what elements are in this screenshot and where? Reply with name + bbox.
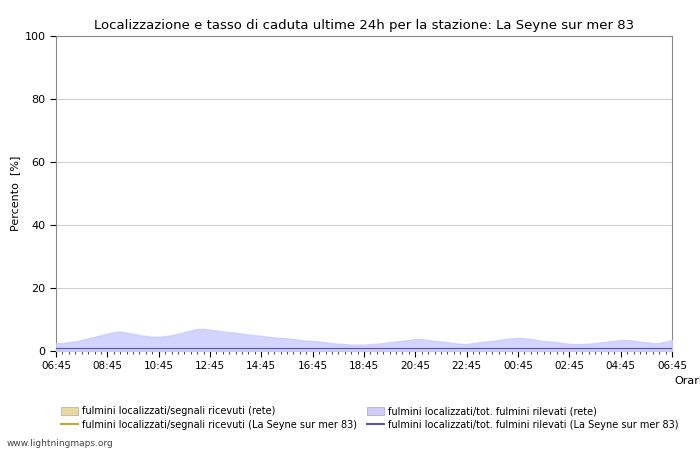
Text: Orario: Orario	[675, 376, 700, 386]
Text: www.lightningmaps.org: www.lightningmaps.org	[7, 439, 113, 448]
Y-axis label: Percento  [%]: Percento [%]	[10, 156, 20, 231]
Legend: fulmini localizzati/segnali ricevuti (rete), fulmini localizzati/segnali ricevut: fulmini localizzati/segnali ricevuti (re…	[61, 406, 679, 430]
Title: Localizzazione e tasso di caduta ultime 24h per la stazione: La Seyne sur mer 83: Localizzazione e tasso di caduta ultime …	[94, 19, 634, 32]
